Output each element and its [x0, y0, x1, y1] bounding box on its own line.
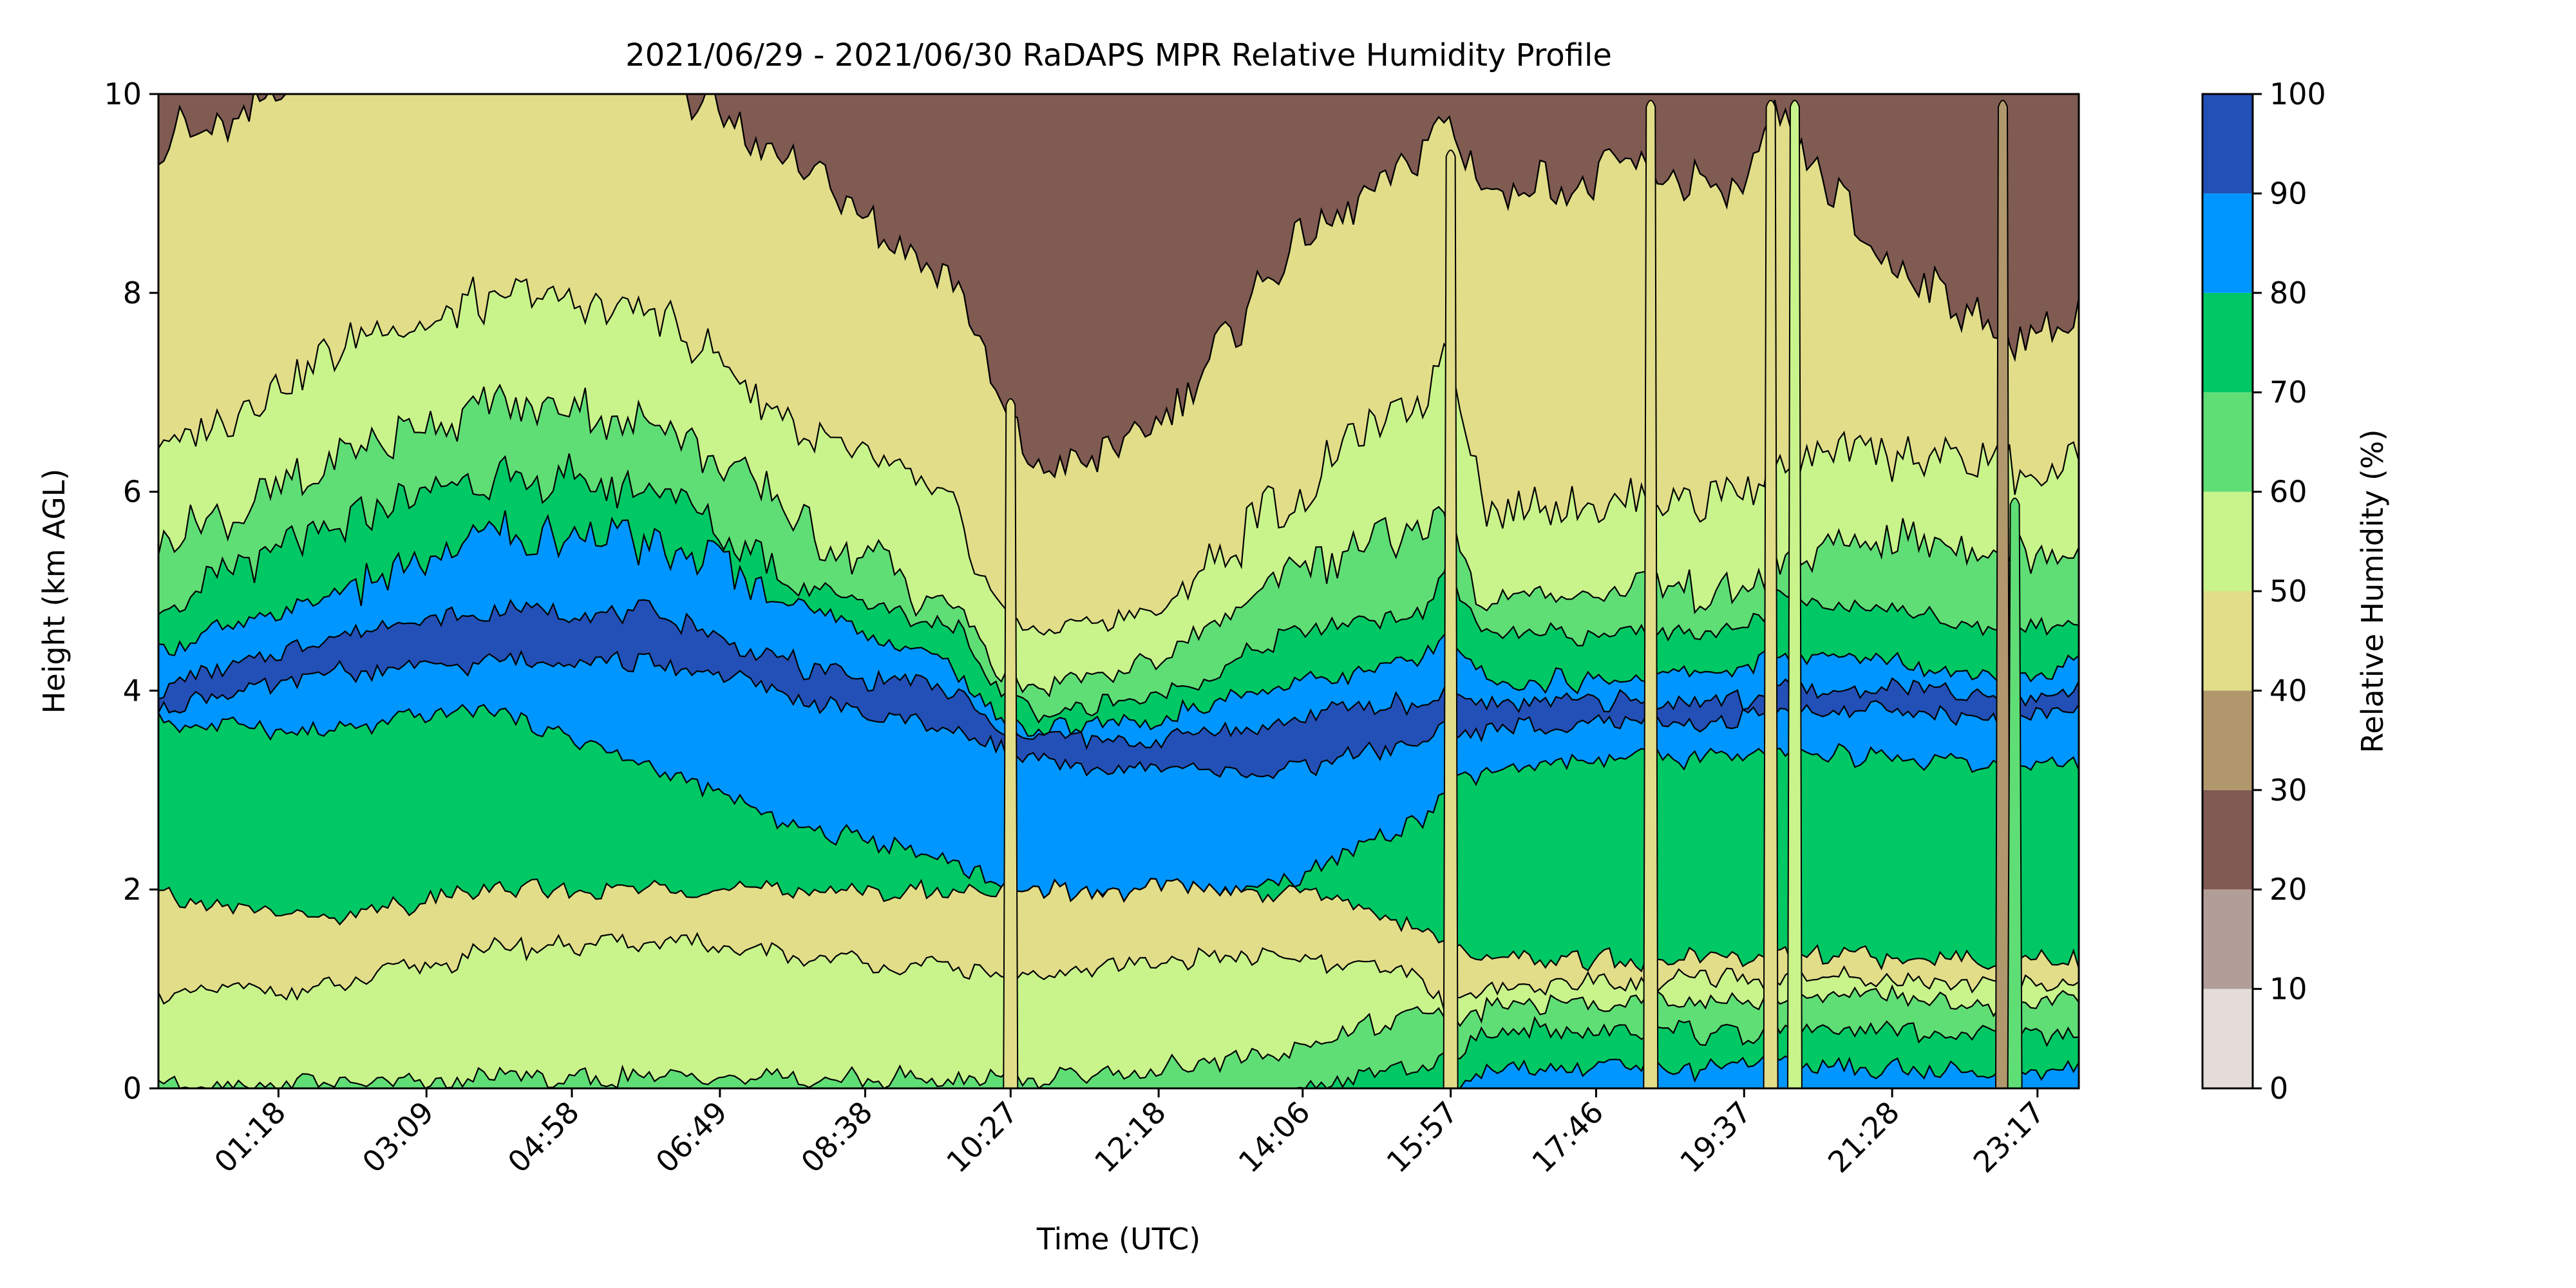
x-tick-label: 04:58 [501, 1095, 586, 1180]
y-tick-label: 8 [123, 276, 142, 310]
colorbar-tick-label: 50 [2269, 574, 2307, 609]
x-tick-label: 03:09 [355, 1095, 440, 1180]
moisture-spikes [1003, 100, 2023, 1088]
colorbar-segment [2202, 889, 2253, 989]
contour-line [158, 1016, 2079, 1088]
contour-line [158, 650, 2079, 779]
colorbar-segment [2202, 790, 2253, 890]
colorbar-tick-label: 40 [2269, 673, 2307, 708]
colorbar-segment [2202, 292, 2253, 393]
contour-band [158, 1056, 2079, 1088]
moisture-spike [1994, 100, 2011, 1088]
y-tick-label: 10 [104, 77, 142, 111]
colorbar-tick-label: 70 [2269, 375, 2307, 410]
x-tick-label: 19:37 [1673, 1095, 1758, 1180]
moisture-spike [2007, 497, 2023, 1088]
colorbar-tick-label: 60 [2269, 475, 2307, 509]
x-axis: 01:18 03:09 04:58 06:49 08:38 10:27 12:18 14:06… [207, 1088, 2052, 1180]
contour-band [158, 705, 2079, 972]
x-tick-label: 08:38 [794, 1095, 879, 1180]
contour-band [158, 385, 2079, 723]
contour-band [158, 933, 2079, 1088]
y-tick-label: 4 [123, 673, 142, 708]
contour-band [158, 94, 2079, 635]
contour-lines [158, 94, 2079, 1088]
moisture-spike [1003, 398, 1019, 1088]
colorbar-tick-label: 20 [2269, 872, 2307, 907]
y-tick-label: 2 [123, 872, 142, 907]
colorbar-tick-label: 80 [2269, 276, 2307, 310]
moisture-spike [1443, 149, 1459, 1088]
colorbar-tick-label: 100 [2269, 77, 2326, 111]
contour-band [158, 651, 2079, 902]
colorbar-tick-label: 90 [2269, 176, 2307, 211]
x-tick-label: 21:28 [1821, 1095, 1906, 1180]
contour-line [158, 276, 2079, 636]
plot-frame [157, 93, 2080, 1090]
colorbar-tick-label: 0 [2269, 1071, 2288, 1106]
contour-band [158, 878, 2079, 1010]
contour-line [158, 703, 2079, 903]
plot-area [157, 93, 2080, 1090]
colorbar-segment [2202, 193, 2253, 293]
contour-line [158, 383, 2079, 698]
contour-band [158, 986, 2079, 1088]
y-tick-label: 6 [123, 475, 142, 509]
moisture-spike [1763, 100, 1779, 1088]
moisture-spike [1786, 100, 1803, 1088]
colorbar-segment [2202, 591, 2253, 691]
y-axis-label: Height (km AGL) [37, 469, 71, 714]
x-tick-label: 17:46 [1525, 1095, 1610, 1180]
x-axis-label: Time (UTC) [1036, 1222, 1200, 1256]
moisture-spike [1643, 100, 1659, 1088]
x-tick-label: 14:06 [1232, 1095, 1317, 1180]
colorbar-segment [2202, 690, 2253, 790]
contour-line [158, 984, 2079, 1088]
contour-bands [158, 94, 2079, 1088]
colorbar-label: Relative Humidity (%) [2355, 430, 2390, 753]
y-axis: 0 2 4 6 8 10 [104, 77, 158, 1106]
colorbar-segment [2202, 491, 2253, 591]
colorbar-tick-label: 10 [2269, 972, 2307, 1007]
contour-band [158, 94, 2079, 477]
colorbar-segment [2202, 392, 2253, 492]
colorbar-segment [2202, 94, 2253, 194]
chart-title: 2021/06/29 - 2021/06/30 RaDAPS MPR Relat… [625, 37, 1612, 73]
contour-band [158, 600, 2079, 779]
x-tick-label: 06:49 [649, 1095, 734, 1180]
x-tick-label: 23:17 [1967, 1095, 2052, 1180]
contour-band [158, 276, 2079, 696]
x-tick-label: 10:27 [940, 1095, 1025, 1180]
contour-line [158, 94, 2079, 478]
colorbar-tick-label: 30 [2269, 773, 2307, 808]
x-tick-label: 12:18 [1088, 1095, 1173, 1180]
contour-line [158, 453, 2079, 724]
colorbar: 0 10 20 30 40 50 60 70 80 90 100 [2201, 77, 2326, 1106]
x-tick-label: 15:57 [1379, 1095, 1464, 1180]
contour-line [158, 932, 2079, 1012]
y-tick-label: 0 [123, 1071, 142, 1106]
contour-line [158, 598, 2079, 750]
x-tick-label: 01:18 [207, 1095, 292, 1180]
contour-line [158, 510, 2079, 737]
colorbar-segment [2202, 989, 2253, 1088]
contour-band [158, 453, 2079, 737]
contour-line [158, 1054, 2079, 1088]
contour-band [158, 510, 2079, 748]
